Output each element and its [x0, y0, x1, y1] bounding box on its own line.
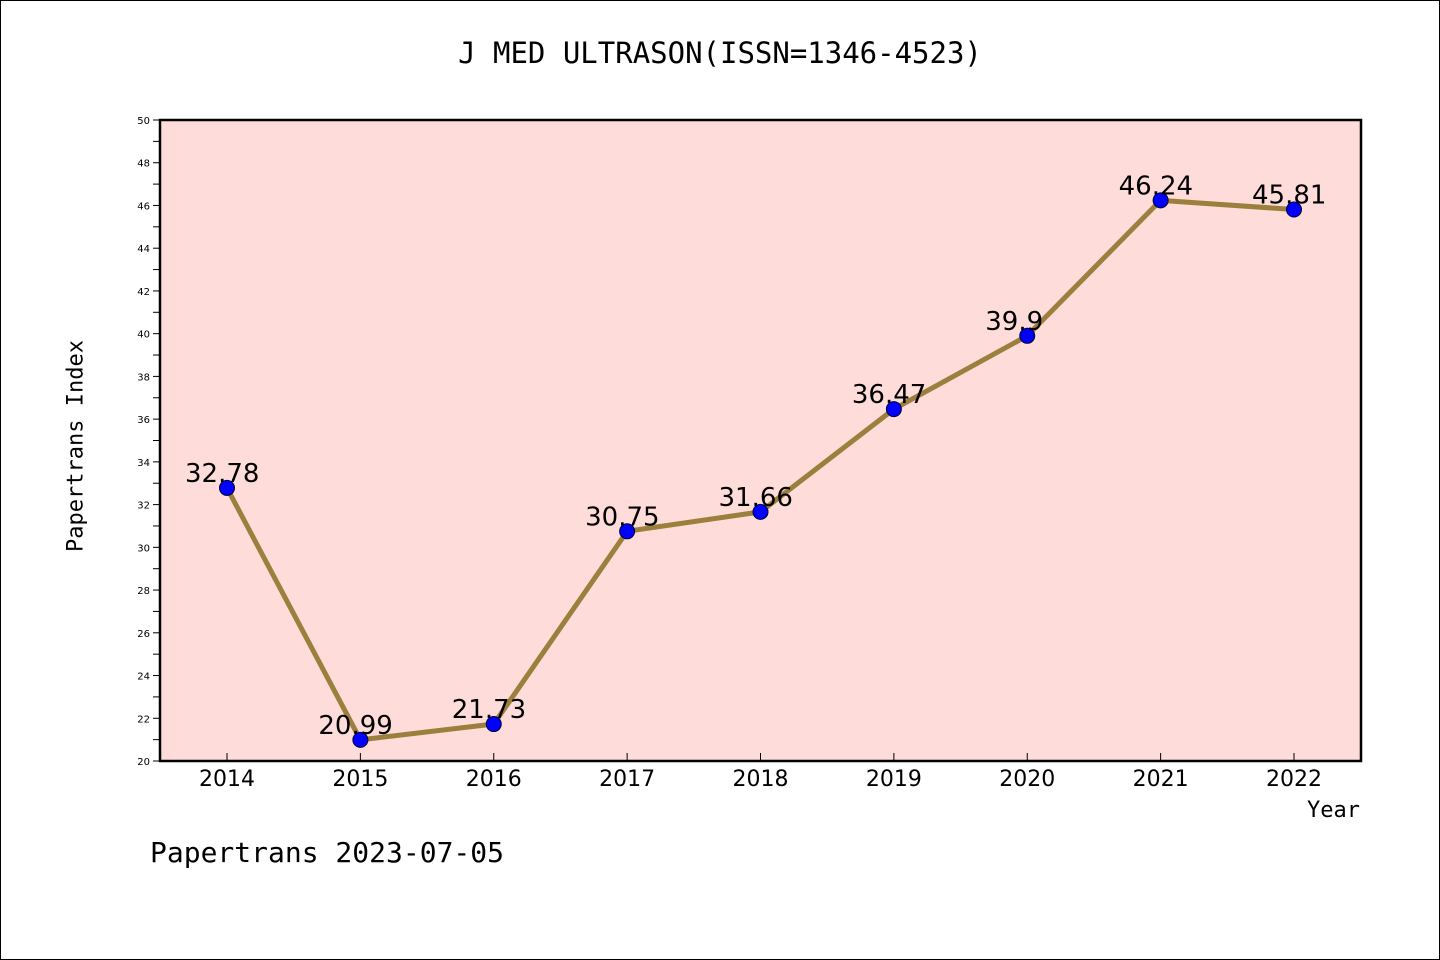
data-label: 31.66: [719, 483, 793, 513]
x-tick-label: 2021: [1133, 767, 1189, 792]
plot-area: [160, 120, 1361, 761]
data-label: 46.24: [1119, 171, 1193, 201]
y-axis: 20 22 24 26 28 30 32 34 36 38 40 42 44 46 48 50: [137, 116, 160, 768]
x-tick-label: 2016: [466, 767, 522, 792]
y-tick-label: 36: [137, 415, 150, 426]
data-labels: 32.78 20.99 21.73 30.75 31.66 36.47 39.9 46.24 4…: [185, 171, 1326, 741]
data-label: 32.78: [185, 459, 259, 489]
x-tick-label: 2015: [332, 767, 388, 792]
footer-credit: Papertrans 2023-07-05: [150, 836, 505, 869]
data-point: [352, 731, 369, 748]
y-tick-label: 46: [137, 201, 150, 212]
data-label: 36.47: [852, 380, 926, 410]
data-label: 30.75: [585, 502, 659, 532]
y-tick-label: 42: [137, 287, 150, 298]
x-axis: 2014 2015 2016 2017 2018 2019 2020 2021 2022: [199, 753, 1322, 792]
data-markers: [219, 192, 1302, 748]
y-tick-label: 44: [137, 244, 150, 255]
data-point: [619, 523, 636, 540]
data-point: [1019, 327, 1036, 344]
data-point: [485, 716, 502, 733]
y-tick-label: 40: [137, 330, 150, 341]
x-tick-label: 2020: [999, 767, 1055, 792]
y-tick-label: 50: [137, 116, 150, 127]
y-tick-label: 26: [137, 629, 150, 640]
chart-title: J MED ULTRASON(ISSN=1346-4523): [458, 36, 982, 70]
data-point: [219, 479, 235, 496]
x-tick-label: 2018: [733, 767, 789, 792]
y-tick-label: 20: [137, 757, 150, 768]
y-tick-label: 48: [137, 159, 150, 170]
y-tick-label: 22: [137, 714, 150, 725]
data-point: [1286, 201, 1302, 218]
y-tick-label: 24: [137, 672, 150, 683]
y-tick-label: 28: [137, 586, 150, 597]
y-tick-label: 30: [137, 543, 150, 554]
y-tick-label: 32: [137, 501, 150, 512]
data-label: 45.81: [1252, 181, 1326, 211]
x-tick-label: 2022: [1266, 767, 1322, 792]
y-tick-label: 38: [137, 372, 150, 383]
data-label: 20.99: [318, 711, 392, 741]
data-point: [1152, 192, 1169, 209]
data-label: 39.9: [985, 307, 1043, 337]
data-label: 21.73: [452, 695, 526, 725]
x-tick-label: 2017: [599, 767, 655, 792]
data-point: [885, 401, 902, 418]
x-tick-label: 2019: [866, 767, 922, 792]
y-tick-label: 34: [137, 458, 150, 469]
data-point: [752, 503, 769, 520]
plot-border: [158, 118, 1363, 763]
x-tick-label: 2014: [199, 767, 255, 792]
x-axis-title: Year: [1307, 798, 1360, 823]
